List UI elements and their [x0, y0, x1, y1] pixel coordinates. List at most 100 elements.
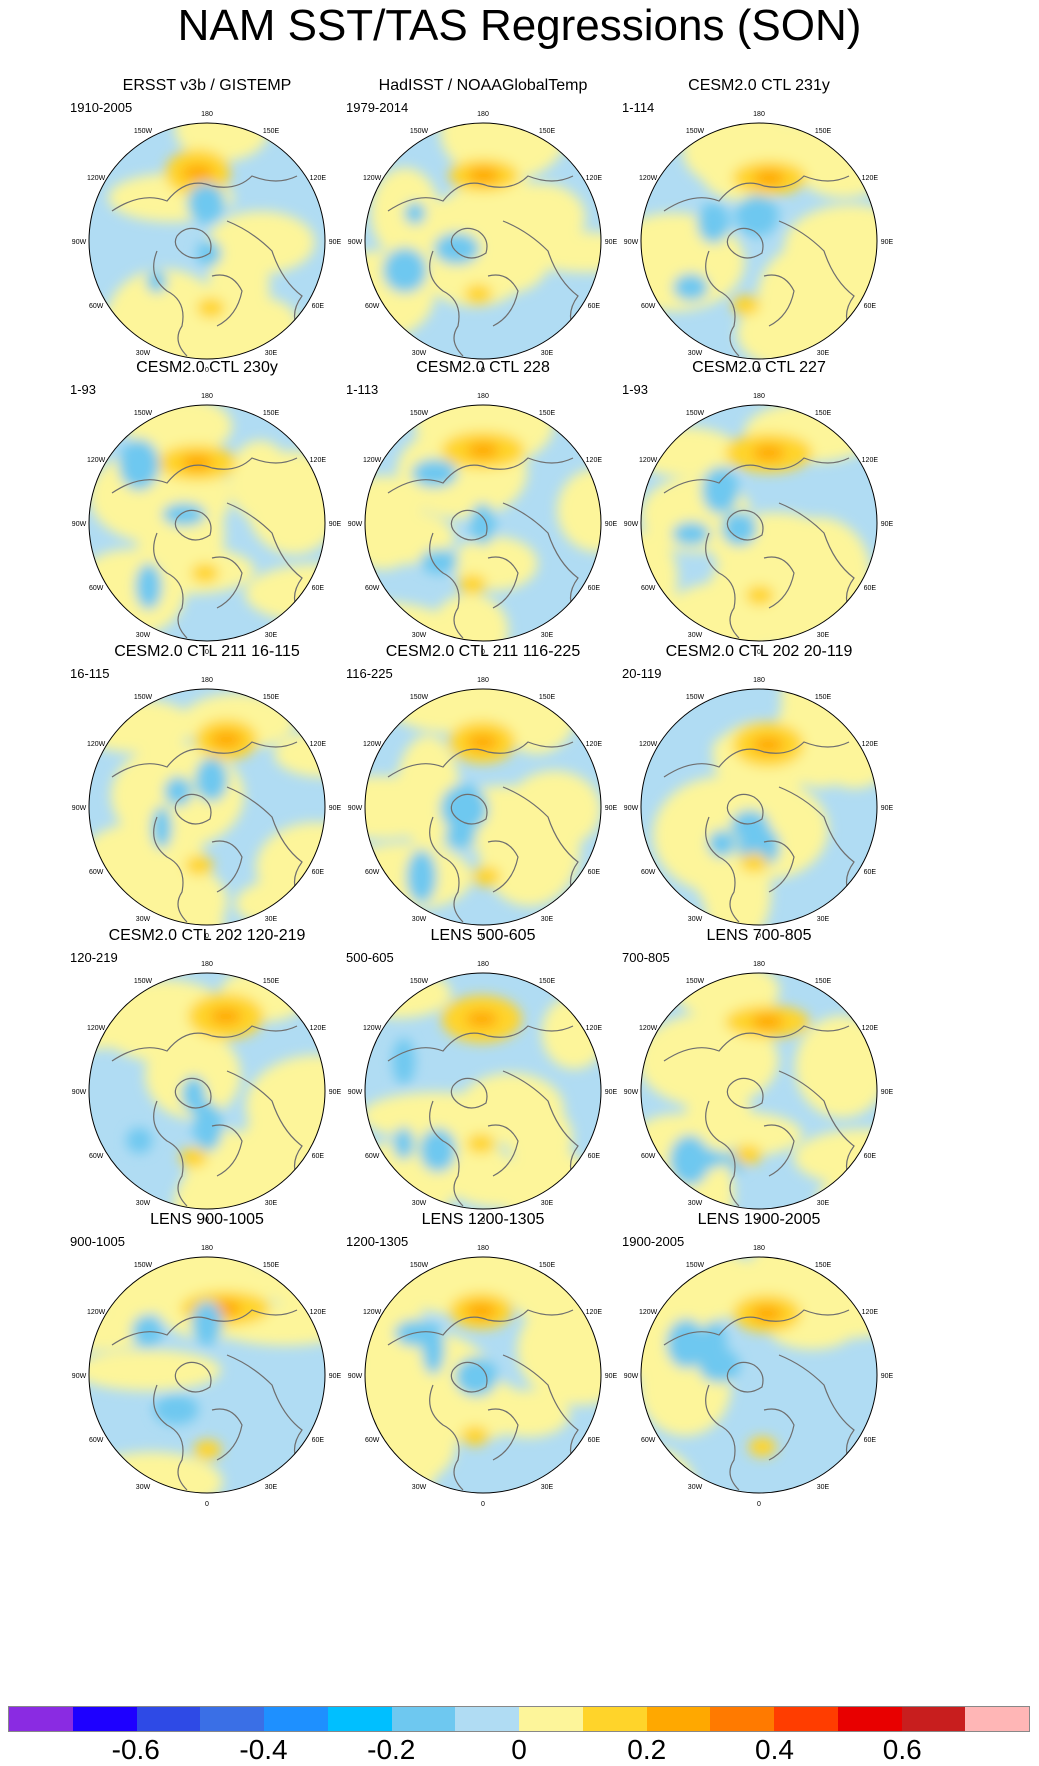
anomaly-region [191, 563, 220, 584]
longitude-label: 90W [72, 1089, 87, 1096]
longitude-label: 180 [753, 1245, 765, 1252]
period-label: 700-805 [622, 950, 670, 965]
anomaly-region [153, 1394, 199, 1425]
longitude-label: 60E [312, 303, 325, 310]
anomaly-region [472, 866, 501, 887]
coastline [763, 556, 795, 609]
longitude-label: 150W [410, 978, 429, 985]
colorbar-swatch [837, 1707, 902, 1731]
longitude-label: 150W [410, 128, 429, 135]
polar-map: 180 150E 120E 90E 60E 30E 0 30W 60W 90W 120W 150W [72, 677, 342, 940]
anomaly-region [460, 1425, 489, 1446]
longitude-label: 60W [641, 869, 656, 876]
longitude-label: 120E [862, 457, 879, 464]
anomaly-region [457, 1073, 564, 1146]
coastline [387, 1025, 574, 1062]
anomaly-region [89, 1452, 223, 1493]
polar-map: 180 150E 120E 90E 60E 30E 0 30W 60W 90W 120W 150W [348, 1245, 618, 1508]
anomaly-region [454, 1356, 498, 1397]
longitude-label: 120E [862, 1025, 879, 1032]
coastline [174, 793, 212, 825]
anomaly-region [392, 1038, 416, 1085]
colorbar-swatch [72, 1707, 137, 1731]
longitude-label: 60E [312, 1153, 325, 1160]
figure-title: NAM SST/TAS Regressions (SON) [177, 1, 862, 50]
longitude-label: 0 [205, 933, 209, 940]
longitude-label: 0 [481, 1501, 485, 1508]
anomaly-region [187, 183, 226, 224]
coastline [663, 741, 850, 778]
map-panel: HadISST / NOAAGlobalTemp 180 150E 120E 90E 60… [338, 76, 628, 376]
longitude-label: 90E [881, 1089, 894, 1096]
panel-title: ERSST v3b / GISTEMP [122, 77, 292, 94]
anomaly-region [185, 855, 214, 876]
longitude-label: 90W [348, 521, 363, 528]
longitude-label: 180 [201, 393, 213, 400]
coastline [487, 1124, 519, 1177]
map-border [640, 972, 878, 1210]
coastline [153, 816, 188, 923]
longitude-label: 90W [348, 1089, 363, 1096]
longitude-label: 90E [329, 521, 342, 528]
anomaly-region [382, 247, 428, 293]
panel-title: LENS 700-805 [706, 927, 812, 944]
longitude-label: 150W [686, 1262, 705, 1269]
coastline [211, 1124, 243, 1177]
coastline [778, 1354, 855, 1471]
map-border [364, 404, 602, 642]
map-border [88, 404, 326, 642]
polar-map: 180 150E 120E 90E 60E 30E 0 30W 60W 90W 120W 150W [624, 1245, 894, 1508]
coastline [663, 457, 850, 494]
coastline [726, 227, 764, 259]
longitude-label: 180 [477, 1245, 489, 1252]
map-border [88, 1256, 326, 1494]
longitude-label: 90W [348, 239, 363, 246]
coastline [487, 556, 519, 609]
longitude-label: 120W [363, 457, 382, 464]
panel-title: HadISST / NOAAGlobalTemp [378, 77, 588, 94]
coastline [705, 1100, 740, 1207]
longitude-label: 150E [815, 1262, 832, 1269]
coastline [763, 840, 795, 893]
map-panel: CESM2.0 CTL 202 20-119 180 150E 120E 90E 60E 3… [614, 642, 904, 942]
longitude-label: 60E [864, 869, 877, 876]
longitude-label: 150E [539, 128, 556, 135]
period-label: 500-605 [346, 950, 394, 965]
longitude-label: 150E [539, 978, 556, 985]
coastline [726, 793, 764, 825]
coastline [226, 220, 303, 337]
longitude-label: 150E [815, 694, 832, 701]
longitude-label: 150E [539, 410, 556, 417]
panel-title: CESM2.0 CTL 202 20-119 [665, 643, 853, 660]
colorbar-tick-label: 0.4 [755, 1734, 794, 1765]
coastline [174, 509, 212, 541]
longitude-label: 180 [753, 111, 765, 118]
map-panel: CESM2.0 CTL 230y 180 150E 120E 90E 60E 30E 0 30W… [62, 358, 352, 658]
anomaly-region [465, 1011, 498, 1028]
anomaly-region [440, 123, 568, 181]
longitude-label: 90E [881, 1373, 894, 1380]
coastline [153, 1384, 188, 1491]
polar-map: 180 150E 120E 90E 60E 30E 0 30W 60W 90W 120W 150W [348, 961, 618, 1224]
longitude-label: 0 [205, 1217, 209, 1224]
longitude-label: 30E [265, 1200, 278, 1207]
anomaly-region [408, 1375, 527, 1442]
longitude-label: 120W [87, 175, 106, 182]
colorbar-swatch [9, 1707, 73, 1731]
period-label: 900-1005 [70, 1234, 125, 1249]
anomaly-region [196, 297, 225, 318]
longitude-label: 90W [348, 805, 363, 812]
longitude-label: 120E [310, 1025, 327, 1032]
longitude-label: 30W [688, 632, 703, 639]
anomaly-region [466, 442, 499, 459]
polar-map: 180 150E 120E 90E 60E 30E 0 30W 60W 90W 120W 150W [72, 393, 342, 656]
colorbar-swatch [455, 1707, 519, 1731]
coastline [211, 1408, 243, 1461]
map-panel: CESM2.0 CTL 211 116-225 180 150E 120E 90E 60E… [338, 642, 628, 942]
longitude-label: 90W [624, 805, 639, 812]
longitude-label: 30W [412, 1200, 427, 1207]
anomaly-region [209, 1008, 242, 1025]
longitude-label: 180 [201, 677, 213, 684]
longitude-label: 180 [201, 961, 213, 968]
longitude-label: 120W [87, 1309, 106, 1316]
